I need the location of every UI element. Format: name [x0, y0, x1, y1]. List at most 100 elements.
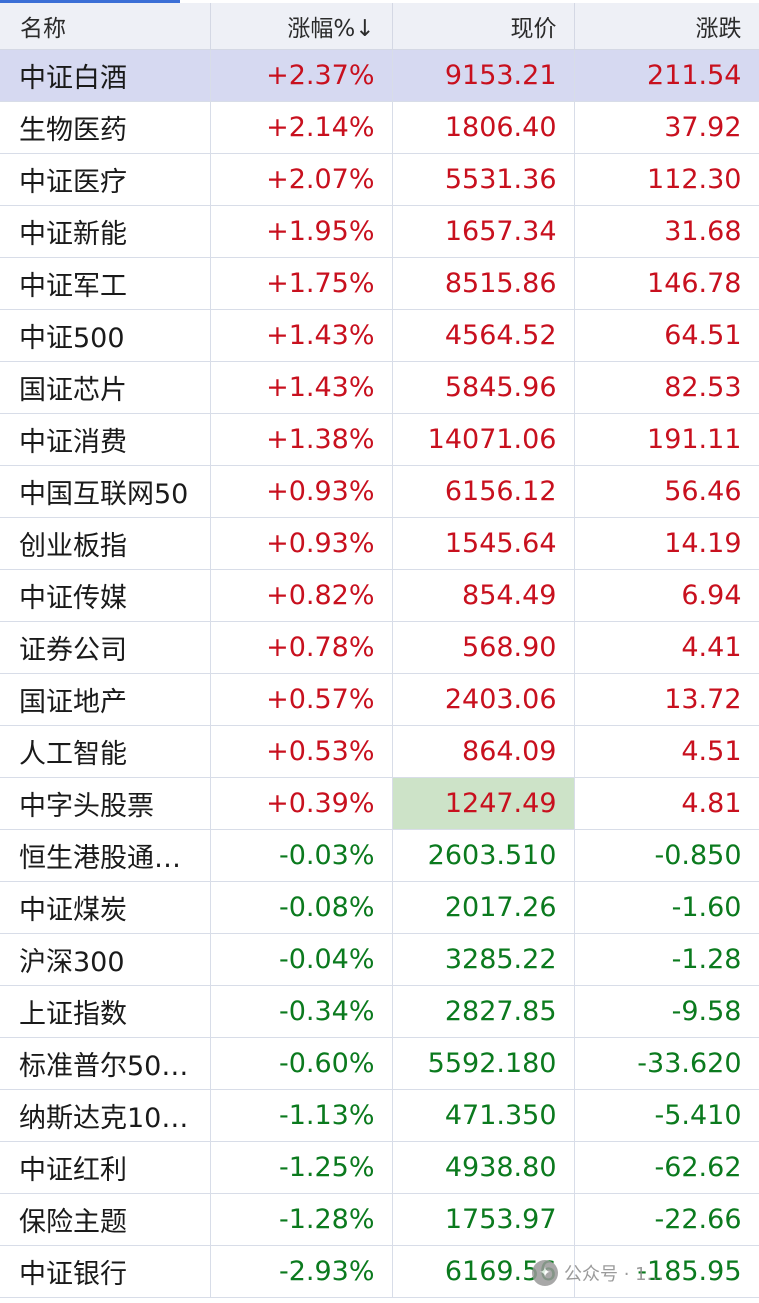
cell-change-percent: +1.43%	[210, 309, 393, 362]
cell-change-percent: -2.93%	[210, 1245, 393, 1298]
table-row[interactable]: 生物医药 +2.14% 1806.40 37.92	[0, 101, 759, 154]
cell-price: 5592.180	[392, 1037, 575, 1090]
cell-change-percent: -1.28%	[210, 1193, 393, 1246]
cell-price: 1545.64	[392, 517, 575, 570]
table-row[interactable]: 中字头股票 +0.39% 1247.49 4.81	[0, 777, 759, 830]
cell-change: -22.66	[574, 1193, 759, 1246]
table-row[interactable]: 保险主题 -1.28% 1753.97 -22.66	[0, 1193, 759, 1246]
table-row[interactable]: 中证白酒 +2.37% 9153.21 211.54	[0, 49, 759, 102]
cell-change-percent: -0.34%	[210, 985, 393, 1038]
cell-name: 证券公司	[0, 621, 211, 674]
table-row[interactable]: 标准普尔500… -0.60% 5592.180 -33.620	[0, 1037, 759, 1090]
cell-name: 纳斯达克100…	[0, 1089, 211, 1142]
table-row[interactable]: 纳斯达克100… -1.13% 471.350 -5.410	[0, 1089, 759, 1142]
cell-change-percent: +0.93%	[210, 517, 393, 570]
cell-price: 6169.56	[392, 1245, 575, 1298]
table-row[interactable]: 中证军工 +1.75% 8515.86 146.78	[0, 257, 759, 310]
cell-change: 112.30	[574, 153, 759, 206]
cell-change-percent: +2.14%	[210, 101, 393, 154]
cell-name: 创业板指	[0, 517, 211, 570]
cell-price: 864.09	[392, 725, 575, 778]
table-row[interactable]: 人工智能 +0.53% 864.09 4.51	[0, 725, 759, 778]
cell-price: 2603.510	[392, 829, 575, 882]
table-row[interactable]: 沪深300 -0.04% 3285.22 -1.28	[0, 933, 759, 986]
cell-price: 9153.21	[392, 49, 575, 102]
cell-change: 4.51	[574, 725, 759, 778]
cell-change-percent: -1.13%	[210, 1089, 393, 1142]
cell-change: 191.11	[574, 413, 759, 466]
cell-change-percent: +1.75%	[210, 257, 393, 310]
table-row[interactable]: 上证指数 -0.34% 2827.85 -9.58	[0, 985, 759, 1038]
cell-change-percent: -0.60%	[210, 1037, 393, 1090]
cell-name: 中证医疗	[0, 153, 211, 206]
cell-price: 471.350	[392, 1089, 575, 1142]
cell-price: 2827.85	[392, 985, 575, 1038]
table-row[interactable]: 国证地产 +0.57% 2403.06 13.72	[0, 673, 759, 726]
table-row[interactable]: 创业板指 +0.93% 1545.64 14.19	[0, 517, 759, 570]
cell-change-percent: -0.04%	[210, 933, 393, 986]
cell-change-percent: +1.43%	[210, 361, 393, 414]
cell-change: 13.72	[574, 673, 759, 726]
cell-price: 4938.80	[392, 1141, 575, 1194]
cell-price: 5845.96	[392, 361, 575, 414]
cell-change: -185.95	[574, 1245, 759, 1298]
cell-change: -1.60	[574, 881, 759, 934]
cell-name: 中字头股票	[0, 777, 211, 830]
table-row[interactable]: 中证医疗 +2.07% 5531.36 112.30	[0, 153, 759, 206]
cell-change-percent: +0.78%	[210, 621, 393, 674]
table-row[interactable]: 中证消费 +1.38% 14071.06 191.11	[0, 413, 759, 466]
cell-change-percent: +1.38%	[210, 413, 393, 466]
table-row[interactable]: 中证新能 +1.95% 1657.34 31.68	[0, 205, 759, 258]
cell-price: 568.90	[392, 621, 575, 674]
cell-name: 中证传媒	[0, 569, 211, 622]
table-row[interactable]: 证券公司 +0.78% 568.90 4.41	[0, 621, 759, 674]
cell-change: 64.51	[574, 309, 759, 362]
cell-name: 沪深300	[0, 933, 211, 986]
cell-name: 中国互联网50	[0, 465, 211, 518]
table-row[interactable]: 中国互联网50 +0.93% 6156.12 56.46	[0, 465, 759, 518]
cell-name: 国证芯片	[0, 361, 211, 414]
table-row[interactable]: 中证传媒 +0.82% 854.49 6.94	[0, 569, 759, 622]
top-accent-line	[0, 0, 180, 3]
cell-name: 中证银行	[0, 1245, 211, 1298]
table-row[interactable]: 中证银行 -2.93% 6169.56 -185.95	[0, 1245, 759, 1298]
cell-price: 14071.06	[392, 413, 575, 466]
cell-name: 中证500	[0, 309, 211, 362]
table-row[interactable]: 恒生港股通… -0.03% 2603.510 -0.850	[0, 829, 759, 882]
table-row[interactable]: 中证煤炭 -0.08% 2017.26 -1.60	[0, 881, 759, 934]
cell-price: 1753.97	[392, 1193, 575, 1246]
cell-price: 6156.12	[392, 465, 575, 518]
cell-change: 56.46	[574, 465, 759, 518]
cell-name: 生物医药	[0, 101, 211, 154]
cell-change-percent: +1.95%	[210, 205, 393, 258]
table-row[interactable]: 中证500 +1.43% 4564.52 64.51	[0, 309, 759, 362]
cell-price: 3285.22	[392, 933, 575, 986]
column-header-name[interactable]: 名称	[0, 3, 211, 50]
column-header-change[interactable]: 涨跌	[574, 3, 759, 50]
cell-name: 人工智能	[0, 725, 211, 778]
cell-name: 中证红利	[0, 1141, 211, 1194]
cell-change-percent: +0.57%	[210, 673, 393, 726]
cell-change: -0.850	[574, 829, 759, 882]
cell-change: -1.28	[574, 933, 759, 986]
cell-price: 1657.34	[392, 205, 575, 258]
cell-name: 上证指数	[0, 985, 211, 1038]
cell-name: 国证地产	[0, 673, 211, 726]
table-row[interactable]: 中证红利 -1.25% 4938.80 -62.62	[0, 1141, 759, 1194]
cell-change-percent: +0.82%	[210, 569, 393, 622]
cell-change: 82.53	[574, 361, 759, 414]
cell-name: 中证消费	[0, 413, 211, 466]
cell-change: 6.94	[574, 569, 759, 622]
column-header-price[interactable]: 现价	[392, 3, 575, 50]
cell-price: 5531.36	[392, 153, 575, 206]
cell-change-percent: +0.93%	[210, 465, 393, 518]
cell-price: 854.49	[392, 569, 575, 622]
cell-change: 14.19	[574, 517, 759, 570]
cell-change-percent: +0.53%	[210, 725, 393, 778]
cell-change-percent: -0.08%	[210, 881, 393, 934]
table-header-row: 名称 涨幅%↓ 现价 涨跌	[0, 3, 759, 50]
cell-change-percent: +2.37%	[210, 49, 393, 102]
column-header-change-percent[interactable]: 涨幅%↓	[210, 3, 393, 50]
cell-name: 中证军工	[0, 257, 211, 310]
table-row[interactable]: 国证芯片 +1.43% 5845.96 82.53	[0, 361, 759, 414]
